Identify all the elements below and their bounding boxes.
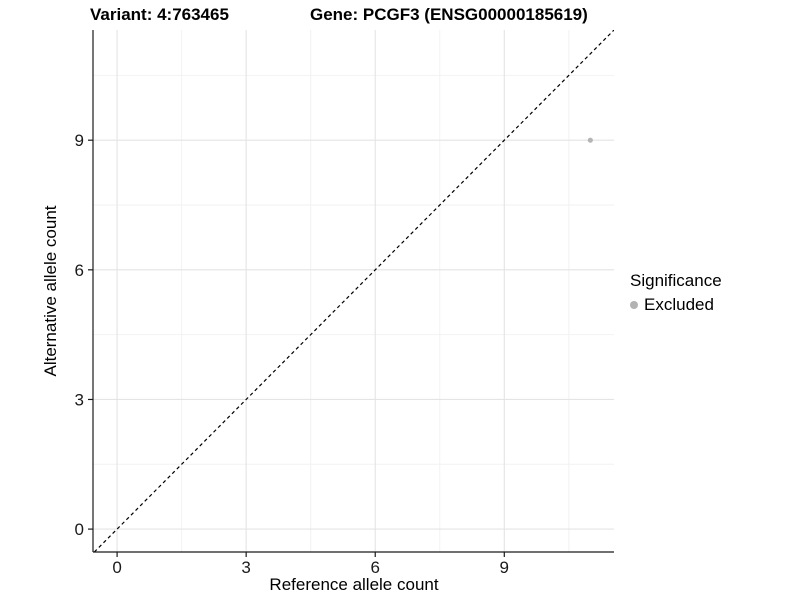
- y-tick-label: 9: [75, 131, 84, 150]
- x-tick-label: 0: [112, 558, 121, 577]
- plot-title-variant: Variant: 4:763465: [90, 5, 229, 24]
- legend-title: Significance: [630, 271, 722, 290]
- x-tick-label: 9: [500, 558, 509, 577]
- identity-reference-line: [93, 30, 614, 552]
- y-tick-label: 3: [75, 390, 84, 409]
- legend-item-excluded: Excluded: [630, 294, 722, 315]
- legend-point-icon: [630, 300, 638, 309]
- y-tick-label: 6: [75, 261, 84, 280]
- x-axis-title: Reference allele count: [269, 575, 439, 594]
- legend: Significance Excluded: [630, 270, 722, 316]
- y-tick-label: 0: [75, 520, 84, 539]
- plot-title-gene: Gene: PCGF3 (ENSG00000185619): [310, 5, 588, 24]
- legend-item-label: Excluded: [644, 295, 714, 315]
- x-tick-label: 3: [241, 558, 250, 577]
- data-point: [587, 137, 593, 143]
- y-axis-title: Alternative allele count: [41, 205, 60, 377]
- x-tick-label: 6: [370, 558, 379, 577]
